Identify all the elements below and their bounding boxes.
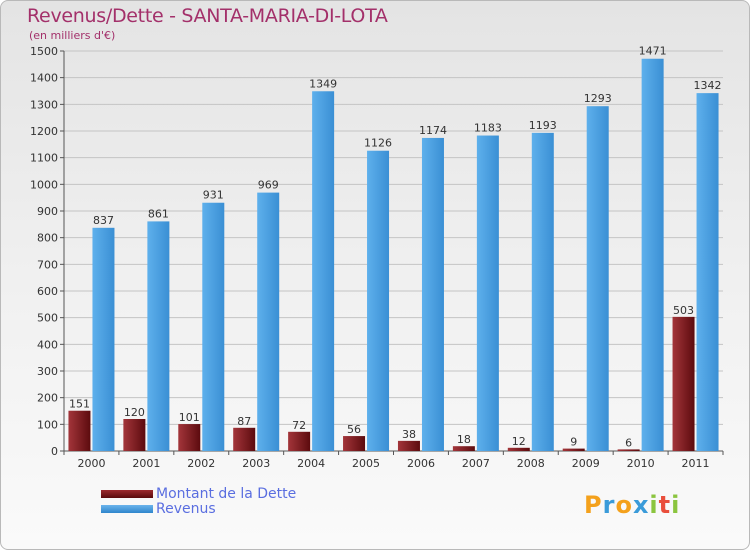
chart-title: Revenus/Dette - SANTA-MARIA-DI-LOTA	[27, 5, 388, 27]
data-label-revenus: 1183	[474, 122, 502, 135]
bar-dette	[507, 447, 530, 451]
y-tick-label: 600	[37, 285, 58, 298]
bar-revenus	[586, 106, 609, 451]
data-label-dette: 56	[347, 423, 361, 436]
bar-revenus	[421, 137, 444, 451]
data-label-revenus: 1126	[364, 137, 392, 150]
data-label-dette: 12	[512, 435, 526, 448]
data-label-dette: 101	[179, 411, 200, 424]
logo-letter: x	[632, 491, 650, 519]
data-label-dette: 6	[625, 436, 632, 449]
y-tick-label: 1100	[30, 152, 58, 165]
bar-revenus	[531, 132, 554, 451]
data-label-dette: 151	[69, 398, 90, 411]
y-tick-label: 400	[37, 338, 58, 351]
data-label-dette: 72	[292, 419, 306, 432]
legend-label-revenus: Revenus	[156, 501, 216, 517]
data-label-revenus: 1342	[694, 79, 722, 92]
proxiti-logo: Proxiti	[584, 491, 680, 519]
y-tick-label: 700	[37, 258, 58, 271]
bar-dette	[178, 424, 201, 451]
logo-letter: i	[649, 491, 659, 519]
data-label-dette: 18	[457, 433, 471, 446]
y-tick-label: 1300	[30, 98, 58, 111]
bar-dette	[617, 449, 640, 451]
logo-letter: t	[658, 491, 672, 519]
bar-revenus	[696, 93, 719, 451]
y-tick-label: 100	[37, 418, 58, 431]
x-tick-label: 2002	[187, 457, 215, 470]
x-tick-label: 2003	[242, 457, 270, 470]
y-tick-label: 500	[37, 312, 58, 325]
bar-revenus	[202, 202, 225, 451]
bar-dette	[452, 446, 475, 451]
grid-lines	[64, 50, 723, 452]
data-label-dette: 120	[124, 406, 145, 419]
data-label-dette: 38	[402, 428, 416, 441]
bar-revenus	[92, 227, 115, 451]
data-label-dette: 503	[673, 304, 694, 317]
x-tick-label: 2006	[407, 457, 435, 470]
y-axis: 0 100 200 300 400 500 600 700 800 900 1000 1100 1200…	[30, 45, 65, 458]
bar-dette	[233, 427, 256, 451]
data-label-revenus: 1193	[529, 119, 557, 132]
logo-letter: P	[584, 491, 603, 519]
legend-swatch-revenus	[101, 505, 153, 513]
y-tick-label: 1000	[30, 178, 58, 191]
x-tick-label: 2010	[627, 457, 655, 470]
y-tick-label: 1400	[30, 72, 58, 85]
bars	[68, 58, 719, 452]
x-tick-label: 2000	[77, 457, 105, 470]
y-tick-label: 200	[37, 392, 58, 405]
data-label-revenus: 837	[93, 214, 114, 227]
y-tick-label: 1500	[30, 45, 58, 58]
x-tick-label: 2009	[572, 457, 600, 470]
x-tick-label: 2007	[462, 457, 490, 470]
y-tick-label: 1200	[30, 125, 58, 138]
x-tick-label: 2004	[297, 457, 325, 470]
chart-subtitle: (en milliers d'€)	[29, 29, 116, 42]
bar-revenus	[147, 221, 170, 451]
x-tick-label: 2008	[517, 457, 545, 470]
data-label-revenus: 861	[148, 207, 169, 220]
bar-revenus	[476, 135, 499, 452]
data-label-revenus: 931	[203, 189, 224, 202]
bar-revenus	[367, 150, 390, 451]
legend-swatch-dette	[101, 490, 153, 498]
bar-dette	[288, 431, 311, 451]
data-labels: 151 837 120 861 101 931 87 969 72 1349 56 1126 38 117…	[69, 45, 722, 450]
data-label-revenus: 1174	[419, 124, 447, 137]
x-axis: 2000 2001 2002 2003 2004 2005 2006 2007 2008 2009…	[63, 450, 724, 470]
bar-dette	[68, 410, 91, 451]
bar-dette	[397, 440, 420, 451]
logo-letter: o	[615, 491, 633, 519]
x-tick-label: 2011	[682, 457, 710, 470]
data-label-revenus: 1293	[584, 92, 612, 105]
bar-revenus	[257, 192, 280, 451]
y-tick-label: 900	[37, 205, 58, 218]
y-tick-label: 800	[37, 232, 58, 245]
logo-letter: r	[602, 491, 616, 519]
y-tick-label: 300	[37, 365, 58, 378]
legend-label-dette: Montant de la Dette	[156, 486, 297, 502]
y-tick-label: 0	[51, 445, 58, 458]
data-label-dette: 87	[237, 415, 251, 428]
x-tick-label: 2005	[352, 457, 380, 470]
data-label-revenus: 1349	[309, 77, 337, 90]
x-tick-label: 2001	[132, 457, 160, 470]
data-label-revenus: 1471	[639, 45, 667, 58]
logo-letter: i	[671, 491, 681, 519]
data-label-revenus: 969	[258, 179, 279, 192]
bar-revenus	[312, 91, 335, 452]
bar-dette	[123, 419, 146, 451]
bar-revenus	[641, 58, 664, 451]
bar-dette	[562, 448, 585, 451]
bar-dette	[343, 436, 366, 451]
bar-dette	[672, 316, 695, 451]
data-label-dette: 9	[570, 436, 577, 449]
